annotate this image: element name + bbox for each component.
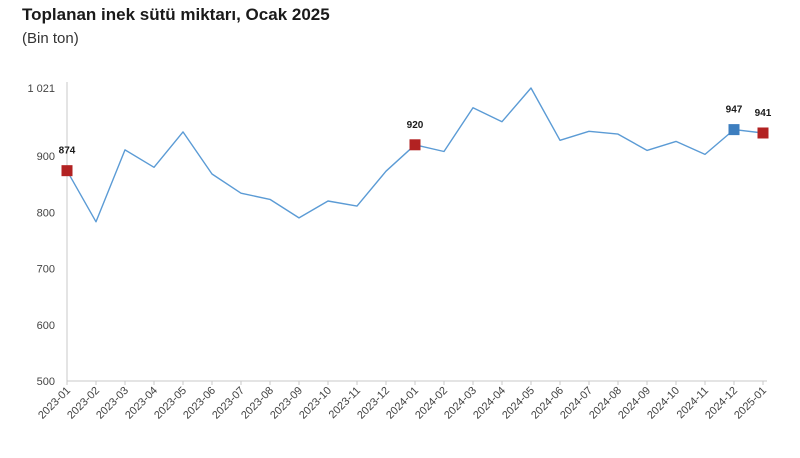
data-point-marker <box>757 127 769 139</box>
y-tick-label: 500 <box>37 376 55 388</box>
x-tick-label: 2025-01 <box>732 385 769 422</box>
data-label: 920 <box>407 120 424 131</box>
y-tick-label: 700 <box>37 264 55 276</box>
x-tick-label: 2023-10 <box>297 385 334 422</box>
chart-title: Toplanan inek sütü miktarı, Ocak 2025 <box>22 5 330 24</box>
data-label: 947 <box>726 105 743 116</box>
y-tick-label: 800 <box>37 207 55 219</box>
chart-subtitle: (Bin ton) <box>22 30 79 47</box>
data-point-marker <box>409 139 421 151</box>
data-label: 874 <box>59 146 76 157</box>
data-point-marker <box>61 165 73 177</box>
y-tick-label: 900 <box>37 151 55 163</box>
data-label: 941 <box>755 108 772 119</box>
y-tick-label: 1 021 <box>27 83 55 95</box>
x-tick-label: 2024-10 <box>645 385 682 422</box>
y-tick-label: 600 <box>37 320 55 332</box>
series-line <box>66 87 764 223</box>
data-point-marker <box>728 124 740 136</box>
